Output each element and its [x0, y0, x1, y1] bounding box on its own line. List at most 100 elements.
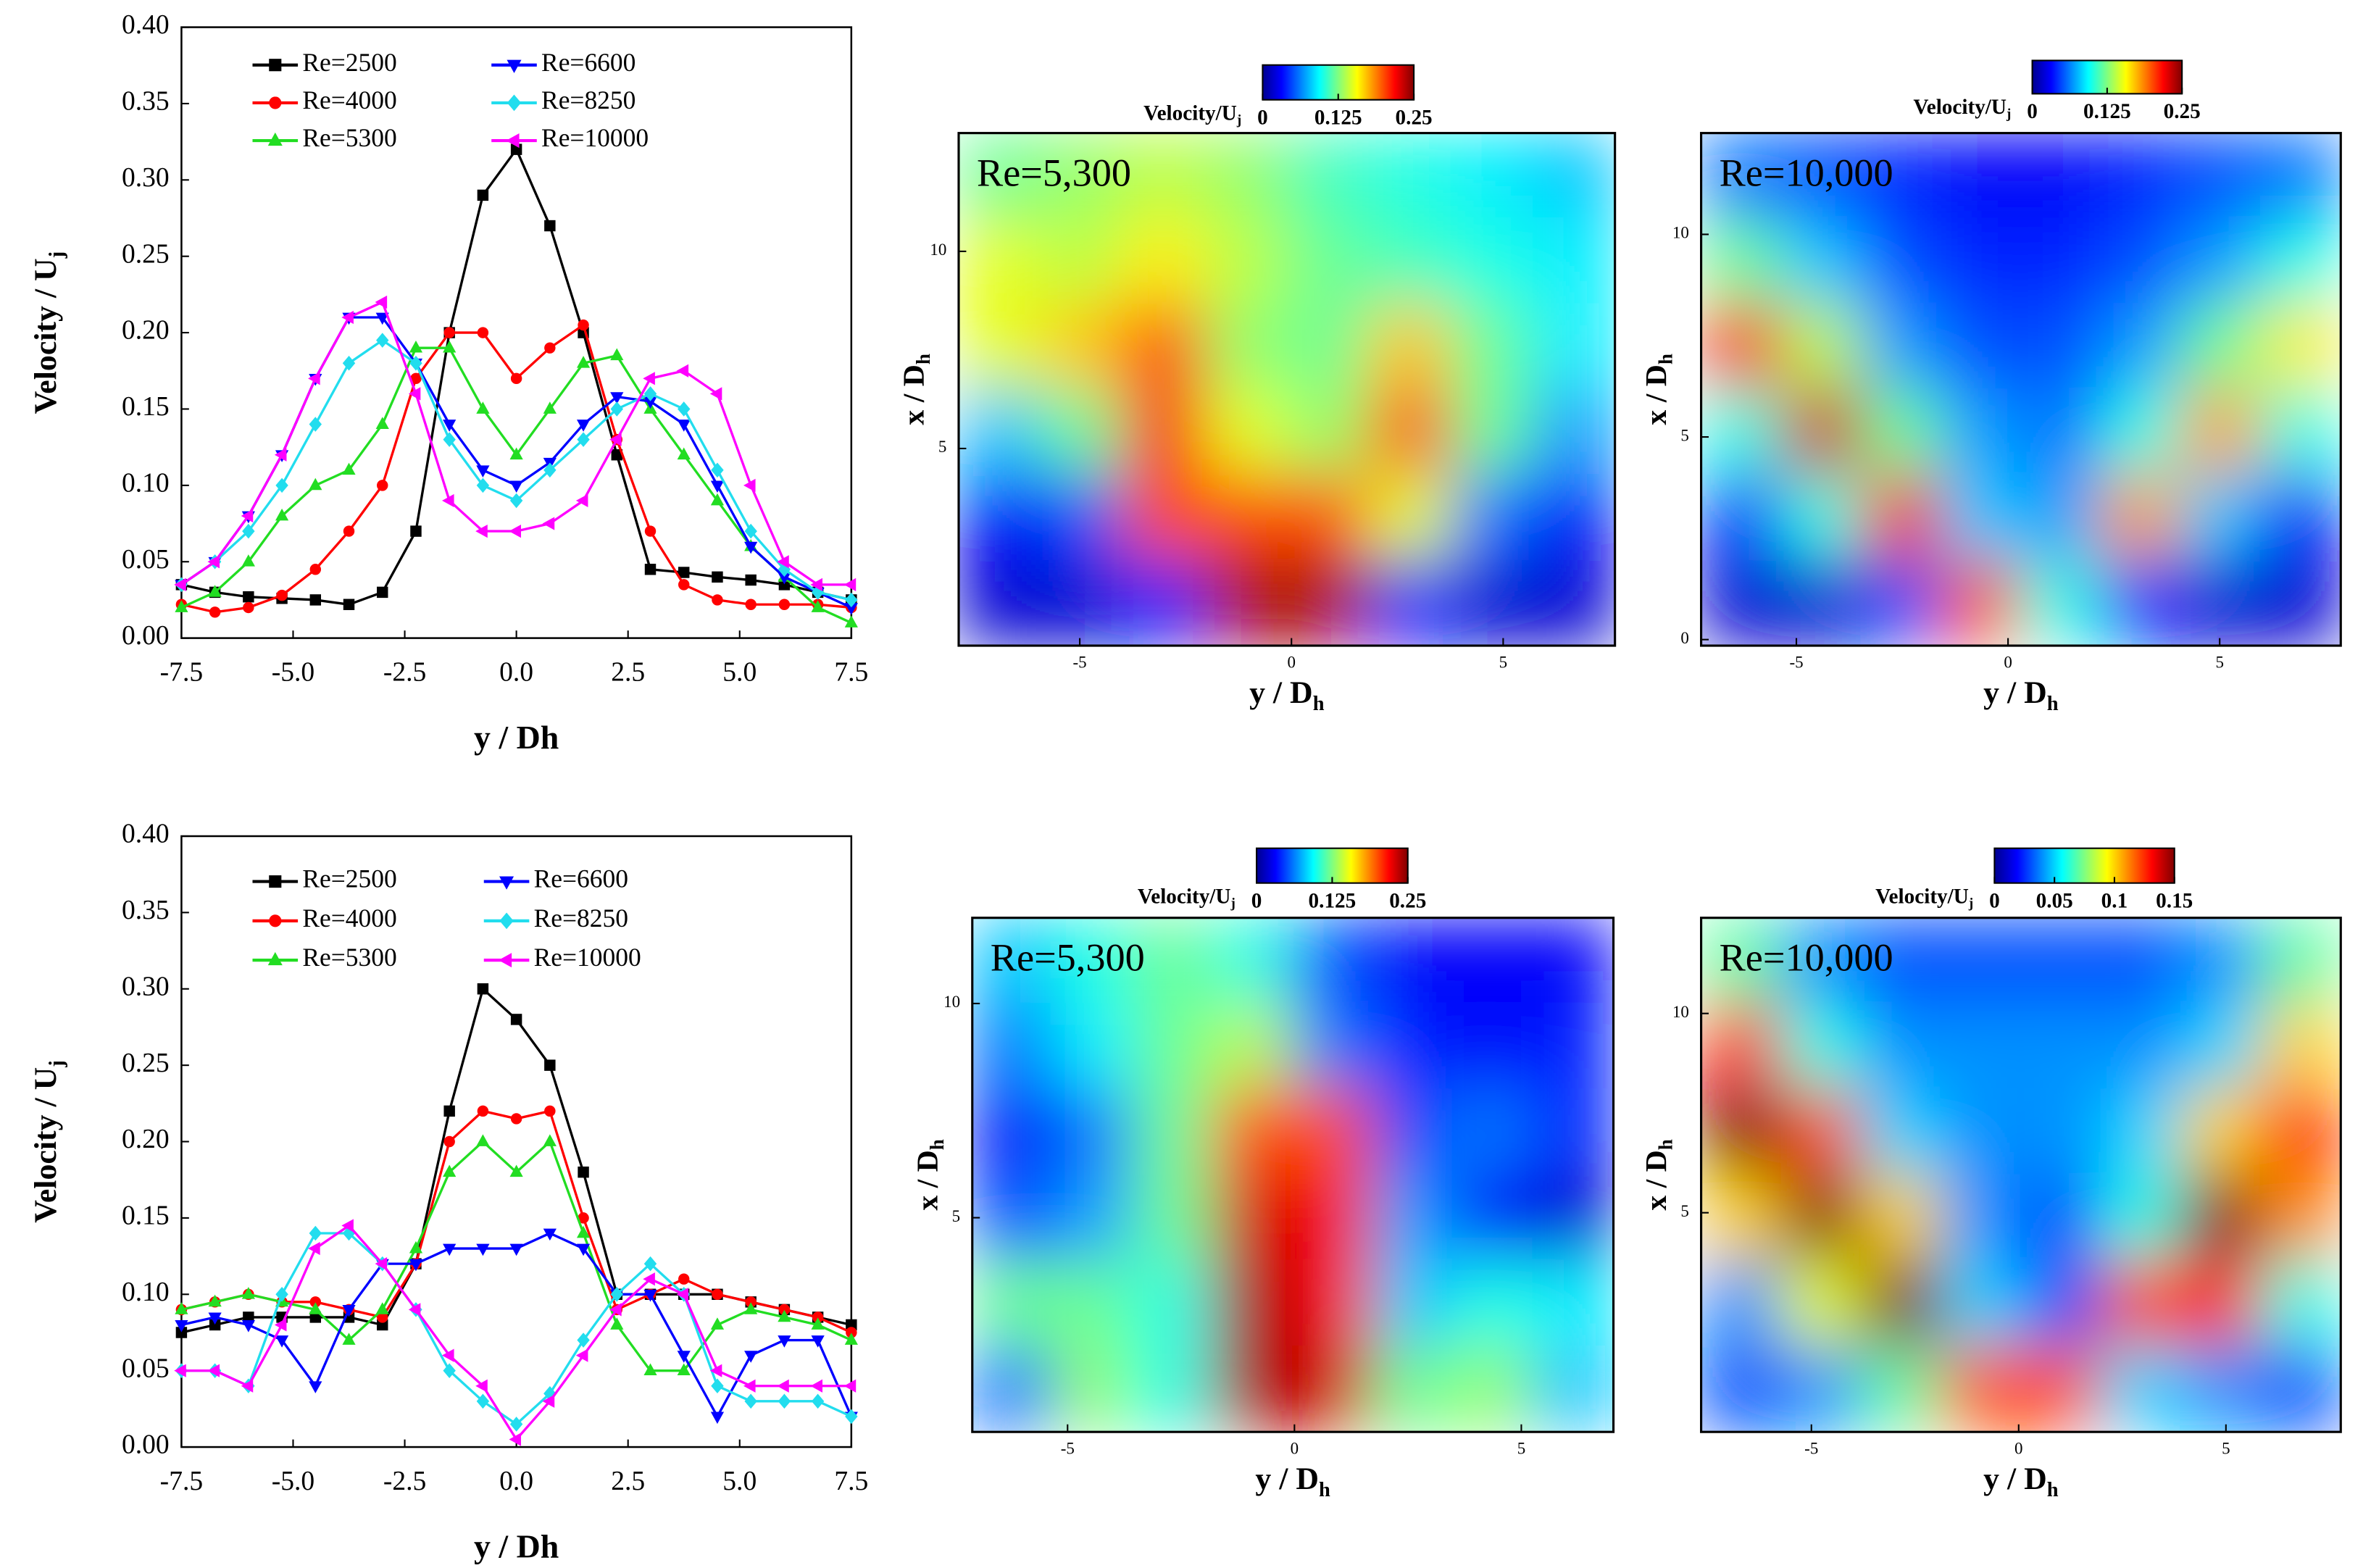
heatmap-cell: [1860, 559, 1942, 646]
y-tick-label: 0.10: [122, 468, 170, 498]
heatmap-cell: [2259, 474, 2341, 562]
heatmap-cell: [1860, 474, 1942, 562]
heatmap-cell: [2100, 1002, 2182, 1090]
data-point: [207, 1364, 220, 1377]
colorbar-label: Velocity/Uj: [1143, 101, 1241, 128]
data-point: [409, 1240, 423, 1254]
heatmap-cell: [1532, 388, 1615, 476]
heatmap-cell: [1131, 1259, 1214, 1347]
legend-label: Re=8250: [534, 904, 628, 933]
data-point: [476, 465, 490, 478]
data-point: [308, 1241, 320, 1256]
heatmap-cell: [1051, 1174, 1134, 1262]
data-point: [677, 1351, 691, 1363]
y-tick-label: 0.00: [122, 621, 170, 651]
legend-marker: [269, 875, 282, 888]
x-axis-label-main: y / D: [1983, 1461, 2047, 1496]
heatmap-cell: [1204, 474, 1288, 562]
data-point: [509, 447, 523, 460]
data-point: [610, 401, 623, 417]
heatmap-cell: [1701, 917, 1782, 1004]
heatmap-cell: [1780, 217, 1862, 305]
heatmap-cell: [2180, 917, 2262, 1004]
x-tick-label: -7.5: [160, 657, 203, 687]
heatmap-cell: [1780, 1345, 1862, 1433]
heatmap-cell: [1367, 388, 1452, 476]
legend-marker: [269, 914, 282, 927]
data-point: [208, 585, 222, 597]
data-point: [275, 1286, 288, 1302]
heatmap-cell: [2259, 1002, 2341, 1090]
heatmap-cell: [1940, 303, 2022, 391]
heatmap-cell: [1450, 474, 1534, 562]
x-axis-label: y / Dh: [1983, 675, 2059, 715]
data-point: [443, 1105, 455, 1117]
heatmap-cell: [1701, 388, 1782, 476]
heatmap-cell: [1372, 1174, 1454, 1262]
data-point: [711, 1378, 724, 1394]
colorbar-tick-label: 0: [1257, 107, 1268, 130]
heatmap-cell: [1780, 474, 1862, 562]
heatmap-cell: [1292, 1002, 1374, 1090]
data-point: [443, 327, 455, 338]
legend-marker: [507, 94, 522, 112]
data-point: [744, 1302, 758, 1314]
data-point: [409, 355, 422, 371]
data-point: [543, 462, 557, 478]
heatmap-cell: [1450, 559, 1534, 646]
heatmap-cell: [2100, 303, 2182, 391]
heatmap-cell: [1780, 1002, 1862, 1090]
heatmap-cell: [1040, 217, 1124, 305]
data-point: [343, 525, 355, 537]
heatmap-cell: [2020, 1088, 2102, 1176]
data-point: [477, 189, 489, 201]
colorbar-tick-label: 0.15: [2156, 890, 2193, 913]
x-tick-label: 7.5: [834, 1467, 868, 1496]
heatmap-cell: [1940, 133, 2022, 220]
heatmap-field: [972, 917, 1614, 1433]
data-point: [342, 1333, 356, 1345]
heatmap-cell: [1285, 133, 1370, 220]
y-tick-label: 0.00: [122, 1430, 170, 1460]
heatmap-cell: [2020, 559, 2102, 646]
y-tick-label: 0.20: [122, 316, 170, 346]
y-axis-label-sub: j: [45, 251, 67, 259]
legend-marker: [507, 59, 522, 73]
data-point: [677, 447, 691, 460]
data-point: [575, 493, 588, 508]
heatmap-cell: [1780, 1088, 1862, 1176]
heatmap-cell: [1940, 1259, 2022, 1347]
data-point: [175, 1302, 188, 1314]
annotation: Re=5,300: [991, 936, 1145, 980]
x-tick-label: -5.0: [272, 1467, 314, 1496]
data-point: [377, 586, 388, 599]
plot-frame: [1700, 132, 2342, 647]
plot-frame: [957, 132, 1617, 647]
heatmap-cell: [1532, 1174, 1614, 1262]
heatmap-cell: [2259, 1259, 2341, 1347]
series-line: [180, 316, 852, 609]
x-axis-label-sub: h: [2047, 693, 2059, 715]
colorbar-label: Velocity/Uj: [1138, 885, 1235, 911]
data-point: [309, 564, 322, 575]
data-point: [309, 1302, 322, 1314]
y-tick-label: 0.30: [122, 972, 170, 1001]
data-point: [778, 599, 791, 610]
data-point: [443, 1164, 457, 1177]
heatmap-cell: [1940, 559, 2022, 646]
heatmap-cell: [1532, 1002, 1614, 1090]
data-point: [745, 599, 757, 610]
data-point: [275, 508, 289, 521]
legend-label: Re=2500: [302, 864, 396, 893]
heatmap-cell: [2259, 1174, 2341, 1262]
heatmap-cell: [2180, 559, 2262, 646]
heatmap-cell: [1292, 1088, 1374, 1176]
heatmap-cell: [2100, 388, 2182, 476]
data-point: [543, 1134, 557, 1146]
heatmap-cell: [1452, 1259, 1534, 1347]
legend-label: Re=4000: [302, 86, 396, 114]
heatmap-cell: [2100, 1345, 2182, 1433]
data-point: [509, 480, 523, 493]
data-point: [175, 600, 188, 612]
data-point: [342, 355, 356, 371]
